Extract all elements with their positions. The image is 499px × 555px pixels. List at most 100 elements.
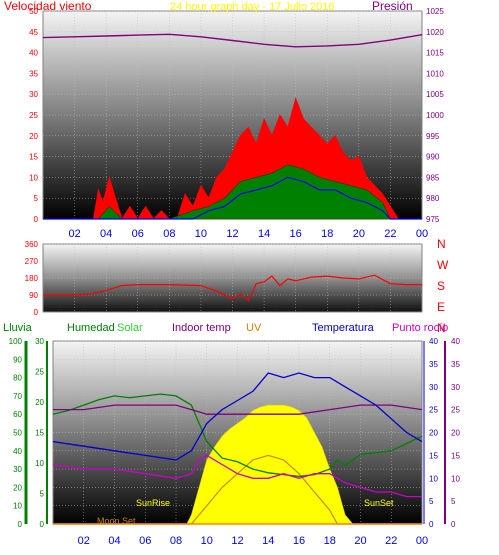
pressure-label: Presión [372, 0, 413, 13]
y-tick-label-left: 45 [29, 28, 38, 37]
x-tick-label: 08 [170, 535, 182, 547]
indoor-tick-label: 25 [451, 406, 460, 415]
y-tick-label-left: 40 [29, 49, 38, 58]
humidity-tick-label: 90 [13, 355, 22, 364]
rain-tick-label: 25 [35, 368, 44, 377]
wind-pressure-series [42, 33, 423, 220]
indoor-tick-label: 5 [451, 497, 456, 506]
legend-uv: UV [246, 322, 262, 334]
temperature-line [52, 372, 423, 461]
wind-series-line [43, 176, 422, 220]
wind-direction-series [43, 274, 422, 302]
y-tick-label-right: 975 [426, 215, 440, 224]
indoor-temp-line [53, 404, 423, 415]
x-tick-label: 20 [353, 228, 365, 240]
x-tick-label: 14 [262, 535, 274, 547]
x-tick-label: 08 [163, 228, 175, 240]
humidity-tick-label: 30 [13, 465, 22, 474]
x-tick-label: 02 [68, 228, 80, 240]
wind-speed-label: Velocidad viento [4, 0, 92, 13]
temp-tick-label: 20 [429, 429, 438, 438]
y-tick-label-left: 25 [29, 111, 38, 120]
y-tick-label: 90 [29, 291, 38, 300]
legend-indoor: Indoor temp [172, 322, 231, 334]
weather-legend: Lluvia Humedad Solar Indoor temp UV Temperatu… [3, 322, 448, 334]
x-tick-label: 18 [324, 535, 336, 547]
humidity-tick-label: 0 [18, 520, 23, 529]
indoor-tick-label: 35 [451, 360, 460, 369]
chart-title: 24 hour graph day - 17 Julio 2016 [170, 1, 335, 13]
humidity-tick-label: 100 [9, 337, 23, 346]
temp-tick-label: 0 [429, 520, 434, 529]
legend-humidity: Humedad [67, 322, 115, 334]
indoor-tick-label: 20 [451, 429, 460, 438]
temp-tick-label: 40 [429, 337, 438, 346]
indoor-tick-label: 0 [451, 520, 456, 529]
pressure-line [42, 33, 423, 48]
weather-series [52, 372, 423, 525]
legend-rain: Lluvia [3, 322, 33, 334]
moonset-label: Moon Set [97, 516, 136, 526]
y-tick-label-left: 5 [34, 194, 39, 203]
rain-tick-label: 0 [40, 520, 45, 529]
x-tick-label: 22 [385, 535, 397, 547]
indoor-tick-label: 40 [451, 337, 460, 346]
y-tick-label: 180 [25, 274, 39, 283]
sunset-label: SunSet [364, 498, 394, 508]
temp-tick-label: 15 [429, 451, 438, 460]
humidity-tick-label: 80 [13, 374, 22, 383]
humidity-tick-label: 40 [13, 447, 22, 456]
weather-grid [53, 340, 422, 525]
y-tick-label-left: 30 [29, 90, 38, 99]
x-tick-label: 04 [100, 228, 112, 240]
rain-tick-label: 20 [35, 398, 44, 407]
dew-point-line [52, 454, 422, 498]
direction-line [43, 274, 422, 302]
rain-tick-label: 30 [35, 337, 44, 346]
y-tick-label: 360 [25, 240, 39, 249]
compass-label: W [437, 258, 449, 272]
x-tick-label: 04 [108, 535, 120, 547]
compass-label: S [437, 279, 445, 293]
y-tick-label-left: 50 [29, 7, 38, 16]
y-tick-label-left: 15 [29, 153, 38, 162]
y-tick-label-right: 1025 [426, 7, 444, 16]
y-tick-label-right: 1020 [426, 28, 444, 37]
y-tick-label-left: 10 [29, 173, 38, 182]
x-tick-label: 10 [201, 535, 213, 547]
rain-tick-label: 5 [40, 490, 45, 499]
legend-temp: Temperatura [312, 322, 375, 334]
x-tick-label: 20 [354, 535, 366, 547]
legend-dew: Punto rocío [392, 322, 448, 334]
wind-pressure-ticks: 0510152025303540455097598098599099510001… [29, 7, 444, 240]
indoor-tick-label: 10 [451, 474, 460, 483]
y-tick-label-right: 1005 [426, 90, 444, 99]
y-tick-label-right: 995 [426, 132, 440, 141]
humidity-tick-label: 50 [13, 429, 22, 438]
y-tick-label-left: 20 [29, 132, 38, 141]
temp-tick-label: 25 [429, 406, 438, 415]
y-tick-label-right: 985 [426, 173, 440, 182]
x-tick-label: 12 [231, 535, 243, 547]
x-tick-label: 00 [416, 228, 428, 240]
x-tick-label: 22 [384, 228, 396, 240]
x-tick-label: 00 [416, 535, 428, 547]
wind-direction-grid [43, 243, 422, 313]
indoor-tick-label: 30 [451, 383, 460, 392]
compass-label: E [437, 300, 445, 314]
sunrise-label: SunRise [136, 498, 170, 508]
x-tick-label: 18 [321, 228, 333, 240]
wind-pressure-panel: 0510152025303540455097598098599099510001… [4, 0, 444, 240]
legend-solar: Solar [117, 322, 143, 334]
x-tick-label: 16 [293, 535, 305, 547]
compass-label: N [437, 237, 446, 251]
x-tick-label: 06 [139, 535, 151, 547]
temp-tick-label: 30 [429, 383, 438, 392]
rain-tick-label: 10 [35, 459, 44, 468]
x-tick-label: 12 [226, 228, 238, 240]
x-tick-label: 16 [290, 228, 302, 240]
humidity-tick-label: 60 [13, 410, 22, 419]
